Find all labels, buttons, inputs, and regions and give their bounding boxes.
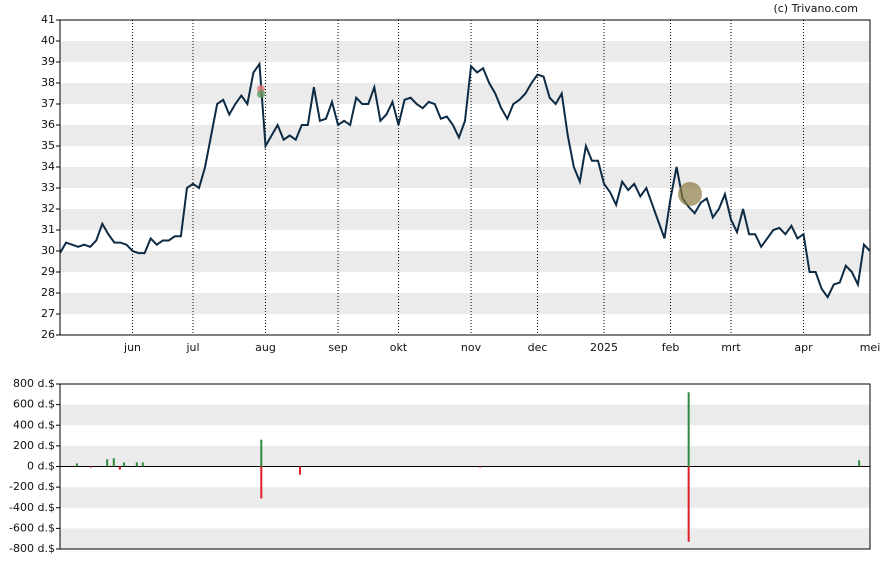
x-tick-label: jul	[185, 341, 199, 354]
marks	[59, 61, 871, 542]
y-tick-label: 28	[41, 286, 55, 299]
y-tick-label: 38	[41, 76, 55, 89]
y-tick-label: 31	[41, 223, 55, 236]
volume-bar	[118, 466, 121, 470]
event-marker	[678, 182, 702, 206]
y-tick-label: -400 d.$	[9, 501, 55, 514]
x-tick-label: mrt	[721, 341, 741, 354]
x-tick-label: nov	[461, 341, 482, 354]
y-tick-label: 29	[41, 265, 55, 278]
grid-band	[60, 167, 870, 188]
y-tick-label: 36	[41, 118, 55, 131]
volume-bar	[687, 392, 690, 467]
y-tick-label: 32	[41, 202, 55, 215]
volume-bar	[858, 460, 861, 467]
grid-band	[60, 83, 870, 104]
y-tick-label: -200 d.$	[9, 480, 55, 493]
grid	[56, 19, 871, 550]
x-tick-label: apr	[794, 341, 813, 354]
volume-bar	[479, 466, 482, 468]
y-tick-label: 33	[41, 181, 55, 194]
y-tick-label: 37	[41, 97, 55, 110]
x-tick-label: mei	[860, 341, 881, 354]
volume-bar	[298, 466, 301, 475]
y-tick-label: 26	[41, 328, 55, 341]
y-tick-label: -800 d.$	[9, 542, 55, 555]
grid-band	[60, 487, 870, 508]
y-tick-label: 200 d.$	[13, 439, 55, 452]
volume-bar	[106, 459, 109, 467]
plot-frame	[59, 19, 871, 336]
x-tick-label: sep	[328, 341, 347, 354]
grid-band	[60, 41, 870, 62]
grid-band	[60, 293, 870, 314]
price-line	[59, 61, 871, 300]
y-tick-label: 600 d.$	[13, 398, 55, 411]
volume-bar	[89, 466, 92, 468]
y-tick-label: -600 d.$	[9, 521, 55, 534]
y-tick-label: 34	[41, 160, 55, 173]
y-tick-label: 27	[41, 307, 55, 320]
source: (c) Trivano.com	[773, 2, 858, 15]
volume-bar	[260, 439, 263, 467]
x-tick-label: aug	[255, 341, 276, 354]
volume-bar	[260, 466, 263, 499]
x-tick-label: okt	[390, 341, 408, 354]
event-marker	[257, 90, 265, 98]
y-tick-label: 800 d.$	[13, 377, 55, 390]
x-tick-label: 2025	[590, 341, 618, 354]
grid-band	[60, 528, 870, 549]
y-tick-label: 40	[41, 34, 55, 47]
y-tick-label: 41	[41, 13, 55, 26]
x-tick-label: jun	[123, 341, 141, 354]
volume-bar	[687, 466, 690, 542]
volume-bar	[123, 462, 126, 467]
y-tick-label: 39	[41, 55, 55, 68]
volume-bar	[75, 463, 78, 467]
x-tick-label: dec	[528, 341, 548, 354]
volume-bar	[135, 462, 138, 467]
y-tick-label: 0 d.$	[27, 460, 55, 473]
y-tick-label: 35	[41, 139, 55, 152]
grid-band	[60, 251, 870, 272]
volume-bar	[141, 462, 144, 467]
volume-bar	[112, 458, 115, 467]
x-tick-label: feb	[662, 341, 680, 354]
y-tick-label: 30	[41, 244, 55, 257]
grid-band	[60, 445, 870, 467]
y-tick-label: 400 d.$	[13, 418, 55, 431]
grid-band	[60, 404, 870, 426]
grid-band	[60, 125, 870, 146]
